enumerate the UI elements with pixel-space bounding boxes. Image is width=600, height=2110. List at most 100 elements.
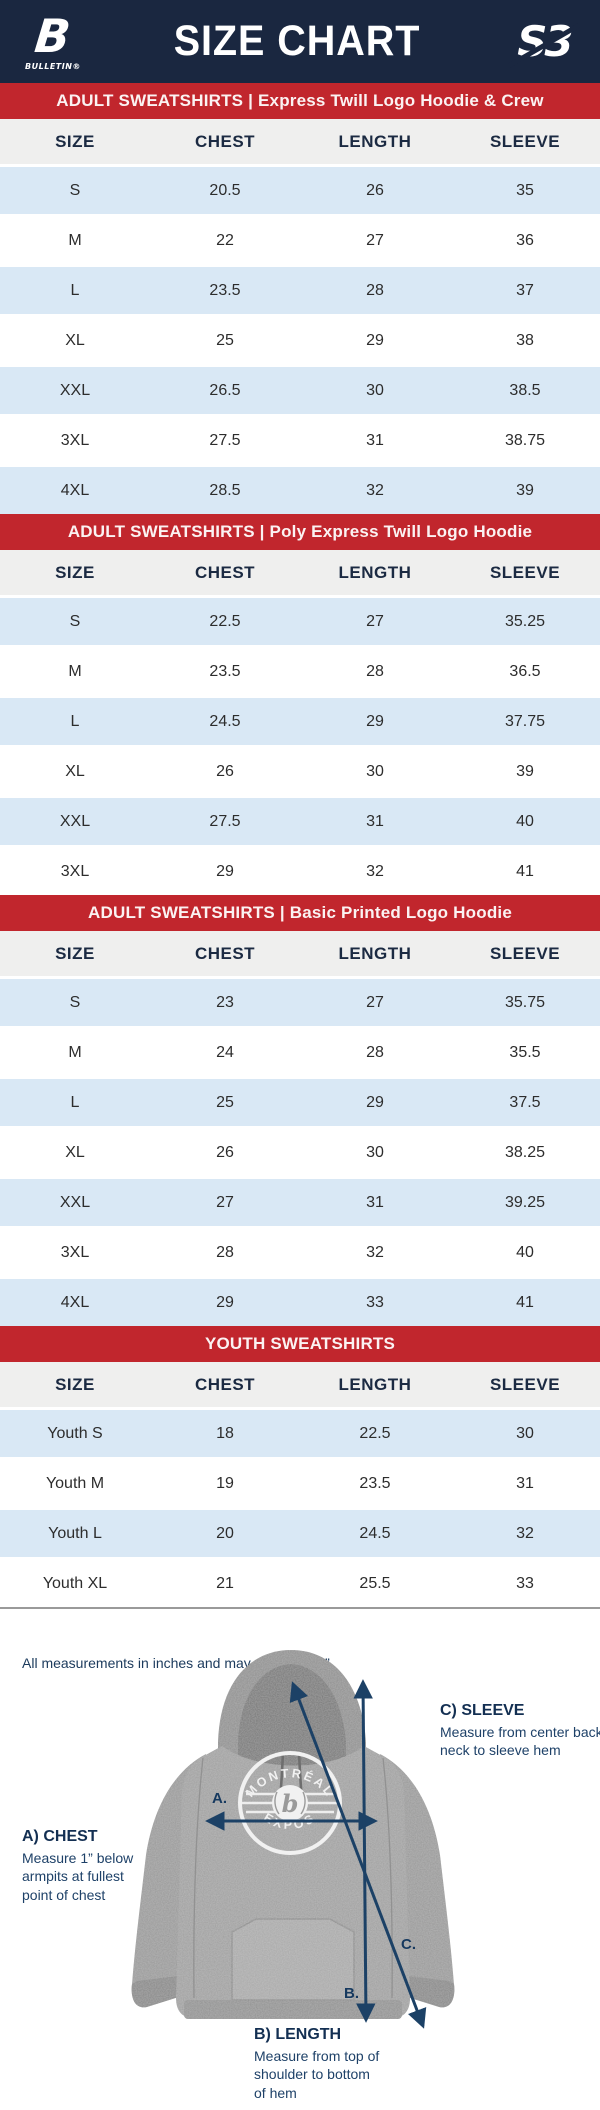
value-cell: 35.25 bbox=[450, 595, 600, 647]
column-header: SIZE bbox=[0, 550, 150, 597]
table-bottom-rule bbox=[0, 1607, 600, 1609]
value-cell: 41 bbox=[450, 845, 600, 895]
value-cell: 38.5 bbox=[450, 364, 600, 416]
logo-center-glyph: b bbox=[282, 1789, 299, 1818]
value-cell: 38.25 bbox=[450, 1126, 600, 1178]
value-cell: 27.5 bbox=[150, 414, 300, 466]
length-label-desc: Measure from top of shoulder to bottom o… bbox=[254, 2048, 380, 2101]
value-cell: 35 bbox=[450, 164, 600, 216]
size-cell: Youth L bbox=[0, 1507, 150, 1559]
size-cell: XXL bbox=[0, 795, 150, 847]
table-row: 3XL 29 32 41 bbox=[0, 845, 600, 895]
measurement-diagram: MONTRÉAL EXPOS b A. B. C. C) SLE bbox=[0, 1640, 600, 2110]
column-header: SLEEVE bbox=[450, 1362, 600, 1409]
hoodie-garment bbox=[131, 1650, 455, 2019]
value-cell: 28 bbox=[150, 1226, 300, 1278]
table-row: S 22.5 27 35.25 bbox=[0, 595, 600, 647]
size-table: SIZE CHEST LENGTH SLEEVE Youth S 18 22.5 30… bbox=[0, 1362, 600, 1607]
size-cell: XL bbox=[0, 314, 150, 366]
size-table: SIZE CHEST LENGTH SLEEVE S 22.5 27 35.25 M 23… bbox=[0, 550, 600, 895]
table-row: 3XL 28 32 40 bbox=[0, 1226, 600, 1278]
value-cell: 23.5 bbox=[300, 1457, 450, 1509]
size-cell: Youth XL bbox=[0, 1557, 150, 1607]
bulletin-logo-text: BULLETIN® bbox=[25, 61, 81, 71]
value-cell: 22.5 bbox=[300, 1407, 450, 1459]
size-cell: 4XL bbox=[0, 1276, 150, 1326]
value-cell: 33 bbox=[450, 1557, 600, 1607]
header-row: SIZE CHEST LENGTH SLEEVE bbox=[0, 119, 600, 166]
size-cell: XL bbox=[0, 1126, 150, 1178]
value-cell: 32 bbox=[450, 1507, 600, 1559]
chest-label-title: A) CHEST bbox=[22, 1828, 98, 1845]
size-cell: 3XL bbox=[0, 845, 150, 895]
value-cell: 40 bbox=[450, 1226, 600, 1278]
length-label-title: B) LENGTH bbox=[254, 2026, 342, 2043]
sleeve-label-desc: Measure from center back neck to sleeve … bbox=[440, 1724, 600, 1759]
value-cell: 31 bbox=[300, 1176, 450, 1228]
value-cell: 36.5 bbox=[450, 645, 600, 697]
value-cell: 28 bbox=[300, 1026, 450, 1078]
table-row: XL 26 30 38.25 bbox=[0, 1126, 600, 1178]
table-row: Youth XL 21 25.5 33 bbox=[0, 1557, 600, 1607]
value-cell: 40 bbox=[450, 795, 600, 847]
value-cell: 26 bbox=[150, 745, 300, 797]
table-row: S 23 27 35.75 bbox=[0, 976, 600, 1028]
column-header: CHEST bbox=[150, 1362, 300, 1409]
size-cell: 4XL bbox=[0, 464, 150, 514]
hoodie-illustration: MONTRÉAL EXPOS b bbox=[131, 1650, 455, 2029]
value-cell: 30 bbox=[300, 745, 450, 797]
table-row: L 24.5 29 37.75 bbox=[0, 695, 600, 747]
table-row: XXL 26.5 30 38.5 bbox=[0, 364, 600, 416]
sleeve-label-title: C) SLEEVE bbox=[440, 1702, 525, 1719]
value-cell: 35.5 bbox=[450, 1026, 600, 1078]
size-table: SIZE CHEST LENGTH SLEEVE S 20.5 26 35 M 22 27 3… bbox=[0, 119, 600, 514]
value-cell: 30 bbox=[300, 1126, 450, 1178]
value-cell: 20 bbox=[150, 1507, 300, 1559]
column-header: SLEEVE bbox=[450, 119, 600, 166]
column-header: CHEST bbox=[150, 550, 300, 597]
column-header: SLEEVE bbox=[450, 550, 600, 597]
value-cell: 18 bbox=[150, 1407, 300, 1459]
section-banner: ADULT SWEATSHIRTS | Express Twill Logo H… bbox=[0, 83, 600, 119]
value-cell: 26 bbox=[300, 164, 450, 216]
table-row: XXL 27 31 39.25 bbox=[0, 1176, 600, 1228]
size-cell: L bbox=[0, 264, 150, 316]
value-cell: 22.5 bbox=[150, 595, 300, 647]
column-header: LENGTH bbox=[300, 119, 450, 166]
table-row: XL 26 30 39 bbox=[0, 745, 600, 797]
size-cell: 3XL bbox=[0, 414, 150, 466]
size-cell: S bbox=[0, 976, 150, 1028]
value-cell: 38 bbox=[450, 314, 600, 366]
value-cell: 24.5 bbox=[150, 695, 300, 747]
value-cell: 20.5 bbox=[150, 164, 300, 216]
table-row: S 20.5 26 35 bbox=[0, 164, 600, 216]
column-header: SIZE bbox=[0, 931, 150, 978]
arrow-letter-a: A. bbox=[212, 1790, 227, 1807]
table-section-youth: YOUTH SWEATSHIRTS SIZE CHEST LENGTH SLEE… bbox=[0, 1326, 600, 1609]
size-cell: M bbox=[0, 1026, 150, 1078]
value-cell: 32 bbox=[300, 845, 450, 895]
value-cell: 29 bbox=[300, 314, 450, 366]
value-cell: 27 bbox=[300, 595, 450, 647]
value-cell: 27 bbox=[300, 976, 450, 1028]
table-row: L 25 29 37.5 bbox=[0, 1076, 600, 1128]
chest-label: A) CHEST Measure 1” below armpits at ful… bbox=[22, 1828, 136, 1904]
chest-label-desc: Measure 1” below armpits at fullest poin… bbox=[22, 1850, 134, 1903]
column-header: SIZE bbox=[0, 119, 150, 166]
value-cell: 27 bbox=[300, 214, 450, 266]
table-section-express-twill: ADULT SWEATSHIRTS | Express Twill Logo H… bbox=[0, 83, 600, 514]
value-cell: 25.5 bbox=[300, 1557, 450, 1607]
page-title: SIZE CHART bbox=[173, 17, 421, 65]
size-cell: Youth M bbox=[0, 1457, 150, 1509]
sleeve-arrow bbox=[289, 1681, 427, 2029]
value-cell: 31 bbox=[450, 1457, 600, 1509]
value-cell: 33 bbox=[300, 1276, 450, 1326]
value-cell: 39 bbox=[450, 464, 600, 514]
value-cell: 28.5 bbox=[150, 464, 300, 514]
value-cell: 22 bbox=[150, 214, 300, 266]
value-cell: 21 bbox=[150, 1557, 300, 1607]
column-header: LENGTH bbox=[300, 931, 450, 978]
column-header: SIZE bbox=[0, 1362, 150, 1409]
size-cell: XL bbox=[0, 745, 150, 797]
